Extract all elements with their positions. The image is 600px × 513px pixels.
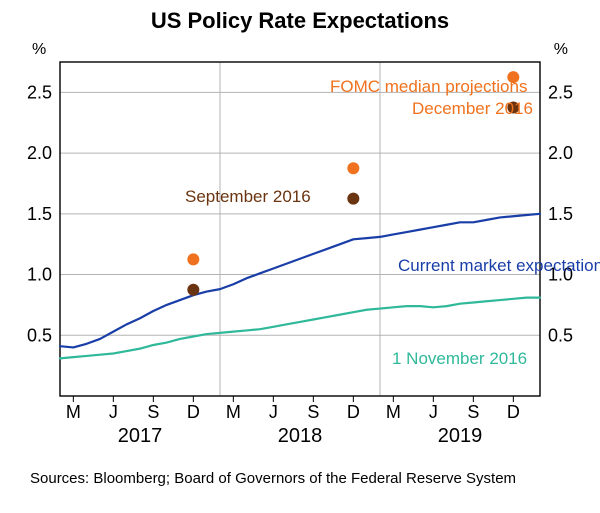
svg-text:Current market expectations: Current market expectations [398,256,600,275]
svg-text:December 2016: December 2016 [412,99,533,118]
svg-text:M: M [66,402,81,422]
svg-text:S: S [147,402,159,422]
svg-text:M: M [226,402,241,422]
svg-text:2.0: 2.0 [27,143,52,163]
svg-text:2018: 2018 [278,425,323,447]
svg-text:D: D [187,402,200,422]
svg-text:2.5: 2.5 [548,82,573,102]
svg-text:2.5: 2.5 [27,82,52,102]
svg-text:1 November 2016: 1 November 2016 [392,349,527,368]
svg-text:FOMC median projections: FOMC median projections [330,77,527,96]
svg-text:1.5: 1.5 [27,204,52,224]
svg-text:0.5: 0.5 [27,325,52,345]
svg-text:M: M [386,402,401,422]
svg-text:%: % [32,41,46,58]
svg-text:J: J [269,402,278,422]
svg-text:S: S [467,402,479,422]
svg-text:0.5: 0.5 [548,325,573,345]
sources-text: Sources: Bloomberg; Board of Governors o… [0,464,600,487]
svg-text:2.0: 2.0 [548,143,573,163]
svg-text:D: D [347,402,360,422]
svg-text:D: D [507,402,520,422]
svg-text:%: % [554,41,568,58]
svg-text:S: S [307,402,319,422]
svg-text:1.0: 1.0 [27,265,52,285]
chart-area: 0.50.51.01.01.51.52.02.02.52.5%%MJSD2017… [0,34,600,464]
chart-svg: 0.50.51.01.01.51.52.02.02.52.5%%MJSD2017… [0,34,600,464]
svg-text:September 2016: September 2016 [185,187,311,206]
svg-text:1.5: 1.5 [548,204,573,224]
svg-text:2017: 2017 [118,425,163,447]
svg-text:J: J [109,402,118,422]
svg-text:2019: 2019 [438,425,483,447]
chart-title: US Policy Rate Expectations [0,0,600,34]
svg-text:J: J [429,402,438,422]
